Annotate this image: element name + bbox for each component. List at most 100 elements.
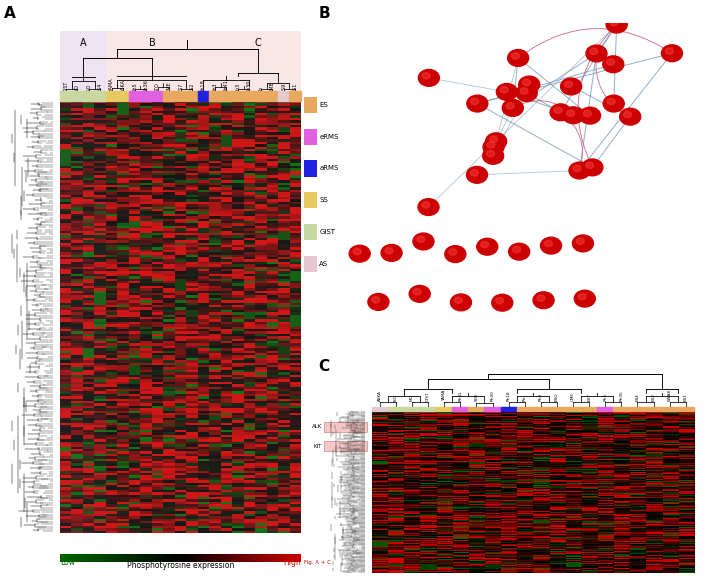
Bar: [581, 407, 597, 411]
Circle shape: [580, 107, 600, 124]
Bar: [106, 31, 301, 101]
Bar: [646, 407, 661, 411]
Text: aRMS: aRMS: [319, 166, 338, 171]
Circle shape: [606, 16, 627, 33]
Bar: [613, 407, 629, 411]
Circle shape: [418, 69, 440, 86]
Text: eRMS: eRMS: [319, 134, 338, 140]
Circle shape: [574, 290, 595, 307]
Circle shape: [492, 294, 513, 311]
Bar: [209, 90, 221, 101]
Text: GIST: GIST: [319, 229, 336, 235]
Circle shape: [554, 107, 562, 113]
Circle shape: [489, 136, 498, 142]
Circle shape: [523, 79, 530, 86]
Bar: [106, 90, 118, 101]
Circle shape: [564, 81, 573, 87]
Circle shape: [620, 108, 641, 125]
Circle shape: [566, 110, 575, 116]
Bar: [565, 407, 581, 411]
Circle shape: [467, 166, 488, 183]
Circle shape: [563, 107, 584, 124]
Circle shape: [450, 294, 472, 311]
Bar: [140, 90, 152, 101]
Circle shape: [502, 100, 523, 116]
Circle shape: [537, 295, 545, 301]
Circle shape: [449, 249, 457, 255]
Circle shape: [481, 241, 489, 248]
Circle shape: [409, 285, 430, 302]
Text: B: B: [149, 38, 155, 48]
Circle shape: [590, 48, 598, 54]
Text: Low: Low: [60, 558, 75, 567]
Bar: [452, 407, 469, 411]
Circle shape: [506, 102, 514, 109]
Circle shape: [471, 98, 479, 105]
Circle shape: [573, 235, 593, 252]
Bar: [60, 90, 72, 101]
Bar: [129, 90, 140, 101]
Bar: [501, 407, 517, 411]
Bar: [106, 101, 301, 533]
Bar: [278, 90, 290, 101]
Bar: [517, 407, 532, 411]
Circle shape: [569, 162, 590, 179]
Circle shape: [661, 45, 683, 61]
Circle shape: [372, 296, 379, 303]
Bar: [72, 90, 83, 101]
Bar: [290, 90, 301, 101]
Text: Phosphotyrosine expression: Phosphotyrosine expression: [127, 561, 234, 570]
Bar: [266, 90, 278, 101]
Bar: [469, 407, 484, 411]
Circle shape: [561, 78, 581, 95]
Bar: [95, 90, 106, 101]
Circle shape: [544, 240, 552, 247]
Bar: [164, 90, 175, 101]
Text: High: High: [283, 558, 301, 567]
Circle shape: [666, 48, 673, 54]
Circle shape: [476, 239, 498, 255]
Circle shape: [511, 53, 520, 59]
Circle shape: [578, 294, 586, 300]
Circle shape: [486, 133, 507, 150]
Text: KIT: KIT: [314, 444, 321, 449]
Text: AS: AS: [319, 261, 329, 267]
Circle shape: [603, 95, 624, 112]
Circle shape: [349, 245, 370, 262]
Bar: [436, 407, 452, 411]
Text: C: C: [319, 359, 330, 374]
Circle shape: [501, 87, 508, 93]
Bar: [152, 90, 164, 101]
Bar: [549, 407, 565, 411]
Bar: [244, 90, 255, 101]
Text: B: B: [319, 6, 330, 21]
Circle shape: [508, 50, 529, 67]
Bar: [232, 90, 244, 101]
Circle shape: [385, 248, 393, 254]
Bar: [629, 407, 646, 411]
Circle shape: [422, 72, 430, 79]
Bar: [60, 31, 106, 101]
Bar: [221, 90, 232, 101]
Circle shape: [586, 162, 594, 168]
Circle shape: [508, 243, 530, 260]
Circle shape: [368, 294, 389, 310]
Bar: [118, 90, 129, 101]
Circle shape: [470, 170, 479, 176]
Circle shape: [607, 98, 615, 105]
Bar: [388, 407, 404, 411]
Circle shape: [455, 297, 462, 303]
Circle shape: [496, 83, 518, 100]
Text: A: A: [80, 38, 86, 48]
Circle shape: [513, 247, 520, 253]
Circle shape: [413, 233, 434, 250]
Circle shape: [496, 298, 503, 304]
Circle shape: [573, 165, 581, 171]
Bar: [484, 407, 501, 411]
Circle shape: [586, 45, 607, 62]
Bar: [420, 407, 436, 411]
Text: A: A: [4, 6, 16, 21]
FancyBboxPatch shape: [324, 442, 367, 451]
Circle shape: [603, 56, 624, 72]
Circle shape: [467, 95, 488, 112]
